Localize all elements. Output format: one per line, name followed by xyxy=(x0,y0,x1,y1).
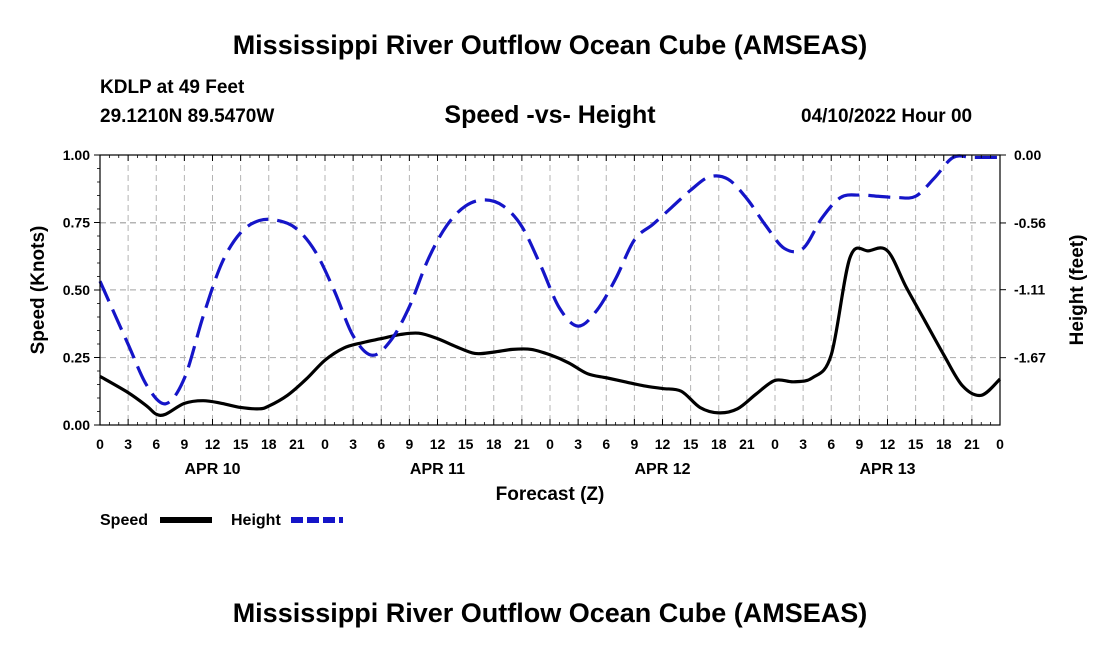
series-layer xyxy=(98,154,1002,417)
x-tick-label: 21 xyxy=(514,436,530,452)
x-tick-label: 18 xyxy=(936,436,952,452)
y2-tick-label: 0.00 xyxy=(1014,147,1041,163)
x-tick-label: 6 xyxy=(152,436,160,452)
series-line-height xyxy=(98,154,1000,406)
x-tick-label: 15 xyxy=(458,436,474,452)
x-tick-label: 3 xyxy=(349,436,357,452)
x-tick-label: 15 xyxy=(233,436,249,452)
x-tick-label: 15 xyxy=(683,436,699,452)
x-tick-label: 9 xyxy=(855,436,863,452)
x-tick-label: 0 xyxy=(546,436,554,452)
y-tick-label: 0.75 xyxy=(63,215,90,231)
day-label: APR 10 xyxy=(184,461,240,478)
chart-subtitle: Speed -vs- Height xyxy=(444,101,656,129)
legend: Speed Height xyxy=(100,512,343,529)
y-tick-label: 0.25 xyxy=(63,350,90,366)
x-axis-title: Forecast (Z) xyxy=(496,484,605,505)
series-line-speed xyxy=(99,246,1002,417)
x-tick-label: 6 xyxy=(377,436,385,452)
x-tick-label: 15 xyxy=(908,436,924,452)
y-tick-label: 0.50 xyxy=(63,282,90,298)
x-tick-label: 6 xyxy=(602,436,610,452)
y2-tick-label: -1.11 xyxy=(1014,282,1045,298)
day-label: APR 11 xyxy=(410,461,465,478)
x-tick-label: 18 xyxy=(711,436,727,452)
x-tick-label: 21 xyxy=(289,436,305,452)
chart-datetime: 04/10/2022 Hour 00 xyxy=(801,106,973,127)
main-title: Mississippi River Outflow Ocean Cube (AM… xyxy=(232,30,868,60)
x-tick-label: 9 xyxy=(630,436,638,452)
x-tick-label: 12 xyxy=(880,436,896,452)
x-tick-label: 9 xyxy=(405,436,413,452)
x-tick-label: 12 xyxy=(430,436,446,452)
x-tick-label: 21 xyxy=(964,436,980,452)
y-tick-label: 0.00 xyxy=(63,417,90,433)
x-tick-label: 9 xyxy=(180,436,188,452)
x-tick-label: 0 xyxy=(771,436,779,452)
x-tick-label: 3 xyxy=(799,436,807,452)
x-tick-label: 0 xyxy=(321,436,329,452)
x-tick-label: 21 xyxy=(739,436,755,452)
x-tick-label: 18 xyxy=(486,436,502,452)
grid-layer xyxy=(100,154,1000,425)
y2-axis-title: Height (feet) xyxy=(1067,235,1088,346)
label-layer: 0 3 6 9 12 15 18 21 0 3 6 9 12 15 18 21 0 3 6 9 12 15 18 21 0 3 6 9… xyxy=(63,147,1046,478)
y-axis-title: Speed (Knots) xyxy=(28,226,49,355)
legend-speed-label: Speed xyxy=(100,512,148,529)
x-tick-label: 18 xyxy=(261,436,277,452)
y-tick-label: 1.00 xyxy=(63,147,90,163)
x-tick-label: 3 xyxy=(124,436,132,452)
y2-tick-label: -0.56 xyxy=(1014,215,1046,231)
day-label: APR 13 xyxy=(859,461,915,478)
x-tick-label: 3 xyxy=(574,436,582,452)
station-name: KDLP at 49 Feet xyxy=(100,77,245,98)
bottom-title: Mississippi River Outflow Ocean Cube (AM… xyxy=(232,598,868,628)
x-tick-label: 12 xyxy=(655,436,671,452)
tick-layer xyxy=(94,154,1006,426)
x-tick-label: 0 xyxy=(996,436,1004,452)
station-coords: 29.1210N 89.5470W xyxy=(100,106,275,127)
day-label: APR 12 xyxy=(634,461,690,478)
y2-tick-label: -1.67 xyxy=(1014,350,1046,366)
x-tick-label: 0 xyxy=(96,436,104,452)
x-tick-label: 12 xyxy=(205,436,221,452)
legend-height-label: Height xyxy=(231,512,281,529)
x-tick-label: 6 xyxy=(827,436,835,452)
